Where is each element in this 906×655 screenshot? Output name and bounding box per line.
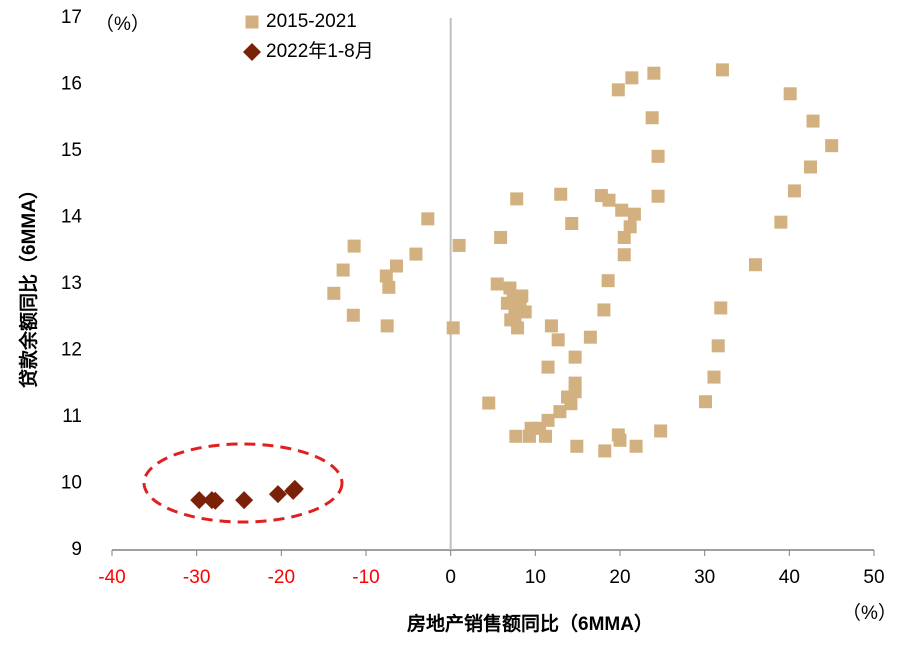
point: [583, 330, 597, 344]
legend-label: 2015-2021: [266, 11, 357, 32]
point: [651, 149, 665, 163]
point: [613, 433, 627, 447]
legend-label: 2022年1-8月: [266, 40, 374, 62]
point: [617, 230, 631, 244]
point: [615, 203, 629, 217]
point: [285, 479, 304, 498]
y-tick-label: 17: [61, 7, 82, 28]
point: [490, 277, 504, 291]
point: [825, 139, 839, 153]
point: [629, 439, 643, 453]
x-unit: （%）: [842, 602, 897, 624]
x-tick-label: 20: [609, 567, 630, 588]
point: [446, 321, 460, 335]
x-tick-label: 0: [445, 567, 456, 588]
point: [380, 319, 394, 333]
y-axis-label: 贷款余额同比（6MMA）: [17, 180, 40, 388]
point: [715, 63, 729, 77]
point: [206, 491, 225, 510]
x-tick-label: -10: [352, 567, 379, 588]
point: [551, 333, 565, 347]
point: [617, 248, 631, 262]
y-unit: （%）: [95, 13, 150, 35]
point: [327, 286, 341, 300]
point: [651, 189, 665, 203]
point: [748, 258, 762, 272]
point: [623, 220, 637, 234]
legend-marker: [243, 43, 261, 61]
point: [452, 238, 466, 252]
point: [518, 305, 532, 319]
point: [568, 350, 582, 364]
point: [565, 216, 579, 230]
highlight-ellipse: [142, 442, 344, 524]
y-tick-label: 15: [61, 140, 82, 161]
point: [409, 247, 423, 261]
x-tick-label: 30: [694, 567, 715, 588]
point: [421, 212, 435, 226]
point: [602, 193, 616, 207]
point: [544, 319, 558, 333]
point: [625, 71, 639, 85]
point: [564, 397, 578, 411]
point: [379, 269, 393, 283]
point: [645, 111, 659, 125]
y-tick-label: 13: [61, 273, 82, 294]
point: [711, 339, 725, 353]
point: [783, 87, 797, 101]
point: [510, 192, 524, 206]
y-tick-label: 12: [61, 340, 82, 361]
point: [553, 405, 567, 419]
point: [598, 444, 612, 458]
point: [774, 215, 788, 229]
point: [347, 239, 361, 253]
y-tick-label: 10: [61, 473, 82, 494]
point: [336, 263, 350, 277]
y-tick-label: 11: [62, 406, 82, 427]
point: [522, 429, 536, 443]
point: [509, 429, 523, 443]
x-tick-label: 40: [779, 567, 800, 588]
point: [541, 360, 555, 374]
point: [597, 303, 611, 317]
point: [538, 429, 552, 443]
y-tick-label: 14: [61, 207, 83, 228]
point: [804, 160, 817, 174]
point: [699, 395, 713, 409]
point: [389, 259, 403, 273]
legend-marker: [245, 15, 259, 29]
point: [806, 114, 820, 128]
point: [611, 83, 625, 97]
point: [627, 207, 641, 221]
point: [382, 280, 396, 294]
x-tick-label: 10: [525, 567, 546, 588]
y-tick-label: 9: [71, 539, 82, 560]
point: [601, 274, 615, 288]
point: [482, 396, 496, 410]
point: [787, 184, 801, 198]
point: [654, 424, 668, 438]
point: [511, 321, 525, 335]
point: [346, 308, 360, 322]
x-tick-label: -30: [183, 567, 210, 588]
point: [235, 491, 254, 510]
point: [190, 491, 209, 510]
point: [515, 289, 529, 303]
point: [647, 66, 661, 80]
y-tick-label: 16: [61, 74, 82, 95]
point: [570, 439, 584, 453]
point: [500, 296, 514, 310]
x-tick-label: -20: [268, 567, 295, 588]
point: [714, 301, 728, 315]
point: [268, 485, 287, 504]
x-tick-label: -40: [98, 567, 125, 588]
x-axis-label: 房地产销售额同比（6MMA）: [407, 612, 653, 635]
x-tick-label: 50: [863, 567, 884, 588]
point: [554, 187, 568, 201]
point: [494, 230, 508, 244]
point: [707, 370, 721, 384]
